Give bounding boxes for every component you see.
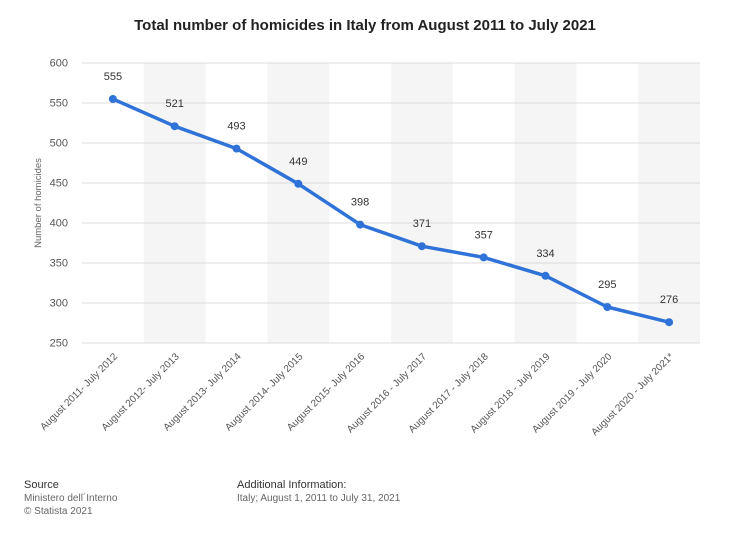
additional-info-heading: Additional Information: bbox=[237, 479, 347, 491]
data-point bbox=[541, 271, 550, 280]
y-axis-ticks: 250 300 350 400 450 500 550 600 bbox=[50, 58, 68, 350]
data-point bbox=[232, 144, 241, 153]
band bbox=[638, 63, 700, 343]
source-heading: Source bbox=[24, 479, 59, 491]
y-tick-label: 250 bbox=[50, 338, 68, 350]
data-point bbox=[108, 95, 117, 103]
data-points bbox=[108, 95, 674, 327]
source-block: Source Ministero dell´Interno © Statista… bbox=[24, 479, 117, 518]
data-label: 555 bbox=[104, 71, 122, 83]
chart-title: Total number of homicides in Italy from … bbox=[134, 17, 596, 34]
data-labels: 555 521 493 449 398 371 357 334 295 276 bbox=[104, 71, 679, 306]
source-line: Ministero dell´Interno bbox=[24, 493, 118, 504]
data-label: 371 bbox=[413, 218, 431, 230]
y-tick-label: 300 bbox=[50, 298, 68, 310]
copyright-line: © Statista 2021 bbox=[24, 506, 93, 517]
data-point bbox=[665, 318, 674, 327]
y-tick-label: 400 bbox=[50, 218, 68, 230]
data-point bbox=[294, 179, 303, 188]
data-label: 521 bbox=[166, 98, 184, 110]
y-tick-label: 550 bbox=[50, 98, 68, 110]
data-point bbox=[356, 220, 365, 229]
y-tick-label: 500 bbox=[50, 138, 68, 150]
band bbox=[514, 63, 577, 343]
data-point bbox=[170, 122, 179, 131]
gridlines bbox=[82, 62, 700, 344]
band bbox=[391, 63, 453, 343]
band bbox=[267, 63, 330, 343]
y-axis-label: Number of homicides bbox=[33, 158, 44, 248]
band bbox=[143, 63, 206, 343]
data-point bbox=[603, 303, 612, 311]
alternating-bands bbox=[143, 63, 700, 343]
series-line bbox=[111, 97, 671, 324]
data-label: 398 bbox=[351, 197, 369, 209]
data-label: 493 bbox=[227, 121, 245, 133]
y-tick-label: 450 bbox=[50, 178, 68, 190]
data-label: 295 bbox=[598, 279, 616, 291]
additional-info-line: Italy; August 1, 2011 to July 31, 2021 bbox=[237, 493, 401, 504]
additional-info-block: Additional Information: Italy; August 1,… bbox=[237, 479, 400, 505]
data-label: 357 bbox=[475, 229, 493, 241]
data-label: 276 bbox=[660, 294, 678, 306]
y-tick-label: 350 bbox=[50, 258, 68, 270]
data-point bbox=[479, 253, 488, 262]
data-label: 334 bbox=[536, 248, 554, 260]
data-point bbox=[417, 242, 426, 251]
y-tick-label: 600 bbox=[50, 58, 68, 70]
data-label: 449 bbox=[289, 156, 307, 168]
